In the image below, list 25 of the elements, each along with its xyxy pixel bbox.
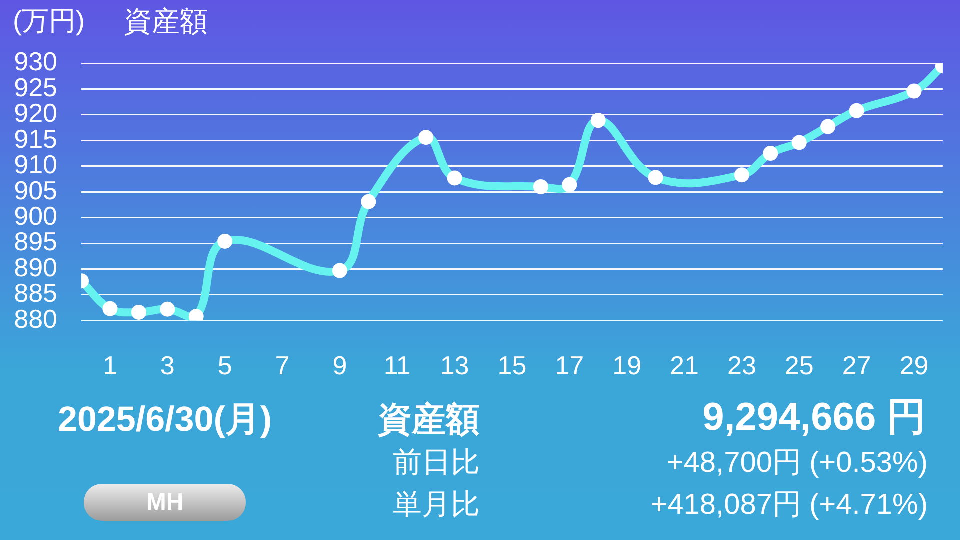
x-tick-label: 5 [218,350,232,380]
chart-title: 資産額 [124,6,208,38]
x-tick-label: 1 [102,350,118,380]
x-tick-label: 29 [900,350,929,380]
x-tick-label: 15 [498,350,527,380]
x-tick-label: 27 [842,350,872,380]
x-tick-label: 17 [555,350,584,380]
text: 単月比 [393,489,480,522]
x-tick-label: 19 [612,350,642,380]
x-tick-label: 9 [332,350,348,380]
text: +418,087円 (+4.71%) [650,489,928,522]
pill-button[interactable]: MH [84,484,246,521]
x-tick-label: 23 [727,350,756,380]
x-tick-label: 11 [384,350,411,380]
x-tick-label: 21 [670,350,699,380]
x-tick-label: 25 [784,350,814,380]
y-axis-title: (万円) [13,6,85,38]
x-tick-label: 7 [275,350,290,380]
text: 2025/6/30(月) [56,400,274,440]
text: +48,700円 (+0.53%) [666,447,928,480]
text: 資産額 [378,401,480,440]
x-tick-label: 13 [440,350,470,380]
x-tick-label: 3 [160,350,175,380]
text: 9,294,666 円 [702,396,926,441]
text: 前日比 [393,447,480,480]
